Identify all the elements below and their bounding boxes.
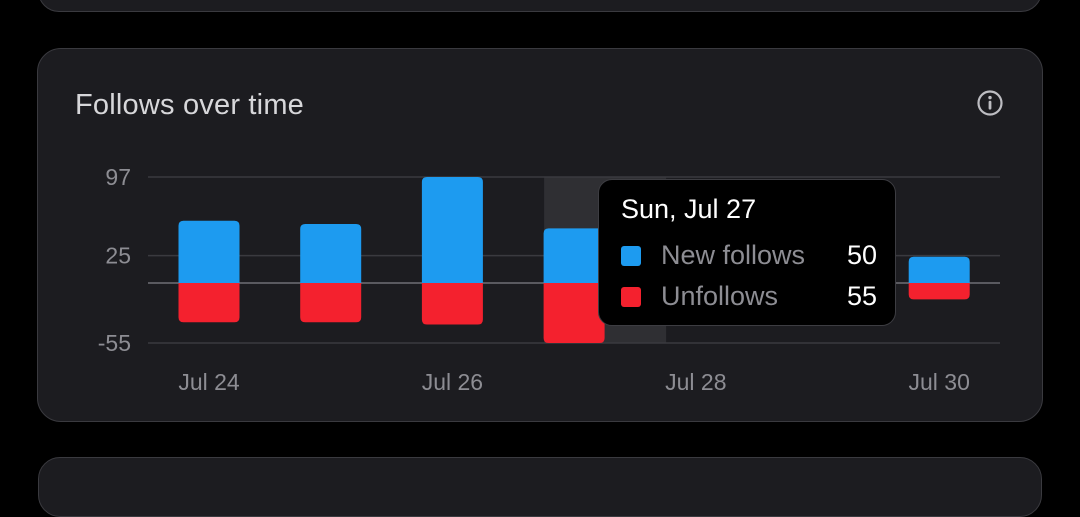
x-tick-label: Jul 30 bbox=[909, 369, 970, 395]
bar-unfollows bbox=[300, 283, 362, 323]
bar-new-follows bbox=[178, 220, 240, 283]
tooltip-label: New follows bbox=[661, 240, 806, 270]
bar-unfollows bbox=[543, 283, 605, 343]
bar-unfollows bbox=[178, 283, 240, 323]
chart-tooltip: Sun, Jul 27 New follows 50 Unfollows 55 bbox=[598, 179, 896, 326]
tooltip-row-new-follows: New follows 50 bbox=[621, 240, 877, 274]
bar-new-follows bbox=[543, 228, 605, 283]
bar-new-follows bbox=[908, 256, 970, 283]
tooltip-date: Sun, Jul 27 bbox=[621, 194, 757, 224]
x-tick-label: Jul 28 bbox=[665, 369, 726, 395]
y-tick-label: -55 bbox=[98, 330, 131, 356]
new-follows-swatch bbox=[621, 246, 641, 266]
tooltip-value: 50 bbox=[846, 240, 877, 270]
card-title: Follows over time bbox=[75, 89, 305, 121]
bar-unfollows bbox=[908, 283, 970, 300]
tooltip-value: 55 bbox=[846, 281, 877, 311]
info-circle-icon[interactable] bbox=[976, 89, 1004, 117]
unfollows-swatch bbox=[621, 287, 641, 307]
x-tick-label: Jul 24 bbox=[178, 369, 240, 395]
bar-new-follows bbox=[300, 223, 362, 283]
tooltip-row-unfollows: Unfollows 55 bbox=[621, 281, 877, 315]
follows-bar-chart: 97 25 -55 Jul 24 Jul 26 Jul 28 Jul 30 bbox=[98, 164, 1000, 395]
bar-unfollows bbox=[421, 283, 483, 325]
y-tick-label: 97 bbox=[105, 164, 131, 190]
next-card bbox=[38, 457, 1042, 517]
y-tick-label: 25 bbox=[105, 243, 131, 269]
tooltip-label: Unfollows bbox=[661, 281, 779, 311]
bar-new-follows bbox=[421, 177, 483, 283]
x-tick-label: Jul 26 bbox=[422, 369, 483, 395]
